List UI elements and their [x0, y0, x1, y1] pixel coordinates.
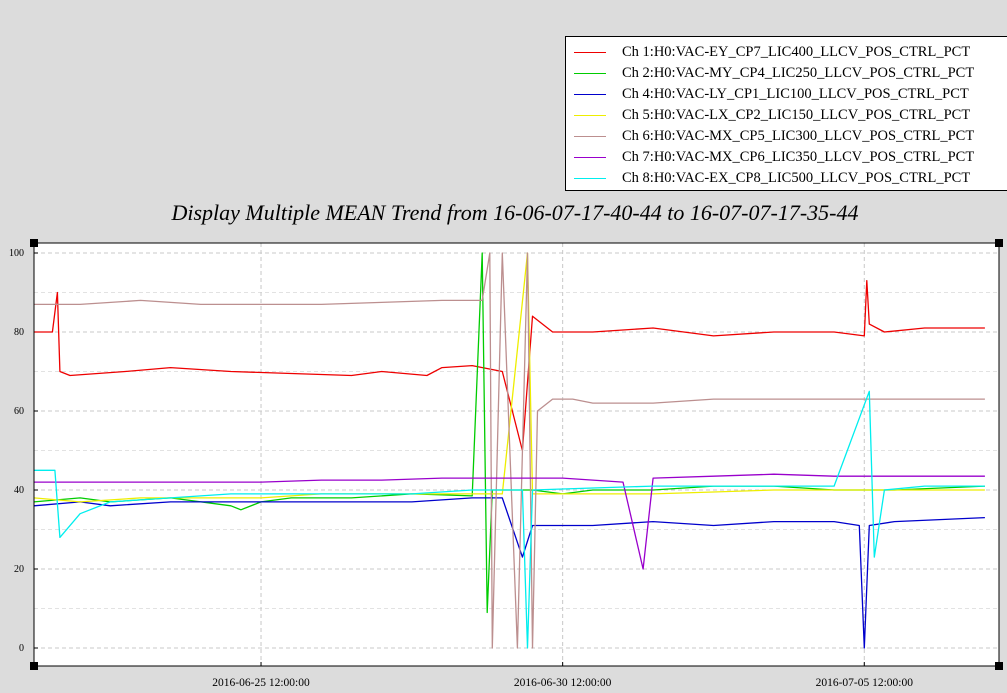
- legend-swatch: [574, 178, 606, 179]
- legend-swatch: [574, 115, 606, 116]
- corner-handle: [30, 239, 38, 247]
- legend-swatch: [574, 157, 606, 158]
- legend-label: Ch 8:H0:VAC-EX_CP8_LIC500_LLCV_POS_CTRL_…: [622, 170, 971, 186]
- legend: Ch 1:H0:VAC-EY_CP7_LIC400_LLCV_POS_CTRL_…: [565, 36, 1007, 191]
- legend-label: Ch 2:H0:VAC-MY_CP4_LIC250_LLCV_POS_CTRL_…: [622, 65, 975, 81]
- y-tick-label: 80: [14, 327, 24, 338]
- y-tick-label: 0: [19, 643, 24, 654]
- series-line-ch7: [34, 390, 985, 649]
- legend-label: Ch 7:H0:VAC-MX_CP6_LIC350_LLCV_POS_CTRL_…: [622, 149, 975, 165]
- x-tick-label: 2016-06-25 12:00:00: [212, 677, 310, 689]
- corner-handle: [30, 662, 38, 670]
- y-tick-label: 60: [14, 406, 24, 417]
- legend-swatch: [574, 52, 606, 53]
- legend-label: Ch 6:H0:VAC-MX_CP5_LIC300_LLCV_POS_CTRL_…: [622, 128, 975, 144]
- plot-area: [33, 242, 1000, 667]
- legend-swatch: [574, 136, 606, 137]
- legend-label: Ch 1:H0:VAC-EY_CP7_LIC400_LLCV_POS_CTRL_…: [622, 44, 971, 60]
- legend-entry: Ch 2:H0:VAC-MY_CP4_LIC250_LLCV_POS_CTRL_…: [566, 63, 1007, 84]
- y-tick-label: 100: [9, 248, 24, 259]
- series-line-ch6: [34, 473, 985, 570]
- legend-label: Ch 5:H0:VAC-LX_CP2_LIC150_LLCV_POS_CTRL_…: [622, 107, 971, 123]
- legend-swatch: [574, 94, 606, 95]
- corner-handle: [995, 239, 1003, 247]
- y-tick-label: 40: [14, 485, 24, 496]
- legend-entry: Ch 6:H0:VAC-MX_CP5_LIC300_LLCV_POS_CTRL_…: [566, 126, 1007, 147]
- legend-entry: Ch 8:H0:VAC-EX_CP8_LIC500_LLCV_POS_CTRL_…: [566, 168, 1007, 189]
- legend-label: Ch 4:H0:VAC-LY_CP1_LIC100_LLCV_POS_CTRL_…: [622, 86, 969, 102]
- legend-entry: Ch 7:H0:VAC-MX_CP6_LIC350_LLCV_POS_CTRL_…: [566, 147, 1007, 168]
- chart-title: Display Multiple MEAN Trend from 16-06-0…: [171, 200, 859, 225]
- x-tick-label: 2016-06-30 12:00:00: [514, 677, 612, 689]
- legend-entry: Ch 4:H0:VAC-LY_CP1_LIC100_LLCV_POS_CTRL_…: [566, 84, 1007, 105]
- y-tick-label: 20: [14, 564, 24, 575]
- corner-handle: [995, 662, 1003, 670]
- legend-entry: Ch 5:H0:VAC-LX_CP2_LIC150_LLCV_POS_CTRL_…: [566, 105, 1007, 126]
- series-line-ch1: [34, 279, 985, 452]
- legend-swatch: [574, 73, 606, 74]
- plot-border: [33, 242, 1000, 667]
- legend-entry: Ch 1:H0:VAC-EY_CP7_LIC400_LLCV_POS_CTRL_…: [566, 42, 1007, 63]
- series-line-ch5: [34, 252, 985, 649]
- series-line-ch3: [33, 497, 985, 649]
- x-tick-label: 2016-07-05 12:00:00: [816, 677, 914, 689]
- series-line-ch4: [33, 252, 985, 503]
